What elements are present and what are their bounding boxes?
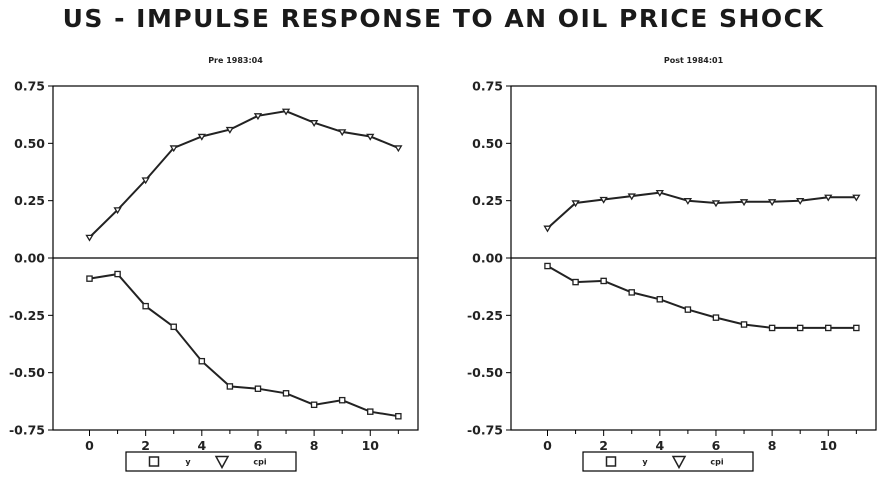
- data-point-y: [170, 323, 177, 331]
- data-point-y: [226, 383, 234, 390]
- data-point-cpi: [739, 199, 749, 207]
- data-point-cpi: [711, 200, 721, 208]
- data-point-cpi: [366, 133, 375, 141]
- data-point-cpi: [599, 196, 608, 204]
- legend-square-icon: [148, 456, 160, 467]
- data-point-cpi: [253, 113, 263, 121]
- series-line-cpi: [88, 110, 399, 239]
- y-tick-label: -0.50: [467, 365, 503, 380]
- data-point-y: [114, 270, 121, 278]
- data-point-cpi: [655, 189, 664, 197]
- y-tick-label: 0.00: [14, 251, 45, 266]
- data-point-cpi: [85, 234, 94, 242]
- legend-label-y: y: [642, 458, 648, 467]
- y-tick-label: -0.75: [9, 423, 45, 438]
- legend-label-cpi: cpi: [253, 458, 266, 467]
- data-point-y: [768, 324, 776, 332]
- data-point-y: [282, 390, 290, 397]
- data-point-cpi: [683, 198, 693, 205]
- data-point-cpi: [197, 133, 206, 141]
- data-point-y: [338, 396, 346, 404]
- data-point-y: [572, 278, 579, 286]
- series-line-y: [89, 273, 399, 418]
- y-tick-label: 0.25: [14, 193, 45, 208]
- data-point-y: [310, 401, 318, 409]
- data-point-y: [198, 357, 206, 365]
- data-point-y: [142, 302, 149, 310]
- x-tick-label: 0: [85, 438, 94, 453]
- data-point-cpi: [824, 194, 833, 202]
- series-line-cpi: [546, 191, 857, 229]
- data-point-y: [254, 385, 262, 392]
- chart-panel-pre-1983: Pre 1983:04 0.75 0.50 0.25 0.00 -0.25 -0.50 -0.…: [9, 56, 419, 472]
- chart-panel-post-1984: Post 1984:01 0.75 0.50 0.25 0.00 -0.25 -0.50 -0…: [467, 56, 877, 472]
- data-point-cpi: [338, 129, 347, 137]
- data-point-y: [395, 412, 402, 420]
- data-point-y: [600, 277, 607, 285]
- x-tick-label: 2: [141, 438, 150, 453]
- x-tick-label: 10: [362, 438, 380, 453]
- page-title: US - IMPULSE RESPONSE TO AN OIL PRICE SH…: [62, 4, 825, 33]
- legend-square-icon: [605, 456, 617, 467]
- data-point-y: [544, 262, 551, 270]
- data-point-cpi: [113, 207, 122, 215]
- data-point-y: [628, 289, 635, 296]
- y-tick-label: 0.50: [472, 136, 503, 151]
- x-tick-label: 2: [599, 438, 608, 453]
- y-tick-label: -0.50: [9, 365, 45, 380]
- data-point-y: [684, 306, 692, 313]
- data-point-cpi: [796, 198, 805, 205]
- panel-title: Post 1984:01: [664, 56, 724, 65]
- y-tick-label: -0.25: [9, 308, 45, 323]
- y-tick-label: 0.00: [472, 251, 503, 266]
- legend-triangle-icon: [671, 455, 687, 470]
- legend-label-cpi: cpi: [710, 458, 723, 467]
- x-tick-label: 10: [820, 438, 838, 453]
- data-point-cpi: [627, 193, 636, 201]
- data-point-y: [86, 275, 93, 282]
- data-point-cpi: [767, 199, 777, 207]
- data-point-y: [740, 321, 748, 328]
- y-tick-label: 0.50: [14, 136, 45, 151]
- legend-triangle-icon: [214, 455, 230, 470]
- series-line-y: [547, 265, 857, 329]
- data-point-cpi: [309, 120, 319, 127]
- legend: y cpi: [582, 451, 754, 472]
- data-point-y: [712, 314, 720, 321]
- data-point-y: [825, 324, 832, 332]
- x-tick-label: 8: [310, 438, 319, 453]
- y-tick-label: -0.25: [467, 308, 503, 323]
- data-point-cpi: [543, 225, 552, 233]
- y-tick-label: -0.75: [467, 423, 503, 438]
- x-tick-label: 4: [197, 438, 206, 453]
- data-point-cpi: [852, 194, 861, 202]
- data-point-y: [796, 324, 804, 332]
- y-tick-label: 0.75: [14, 79, 45, 94]
- x-tick-label: 6: [712, 438, 721, 453]
- data-point-cpi: [394, 145, 403, 153]
- data-point-y: [656, 296, 664, 303]
- x-tick-label: 8: [768, 438, 777, 453]
- y-tick-label: 0.25: [472, 193, 503, 208]
- data-point-cpi: [281, 108, 291, 116]
- data-point-cpi: [571, 200, 580, 208]
- panel-title: Pre 1983:04: [208, 56, 263, 65]
- legend-label-y: y: [185, 458, 191, 467]
- x-tick-label: 4: [655, 438, 664, 453]
- data-point-cpi: [169, 145, 178, 153]
- legend-box: [582, 451, 754, 472]
- data-point-cpi: [225, 126, 235, 134]
- x-tick-label: 0: [543, 438, 552, 453]
- legend: y cpi: [125, 451, 297, 472]
- legend-box: [125, 451, 297, 472]
- x-tick-label: 6: [254, 438, 263, 453]
- data-point-cpi: [141, 177, 150, 185]
- data-point-y: [367, 408, 374, 415]
- y-tick-label: 0.75: [472, 79, 503, 94]
- data-point-y: [853, 324, 860, 332]
